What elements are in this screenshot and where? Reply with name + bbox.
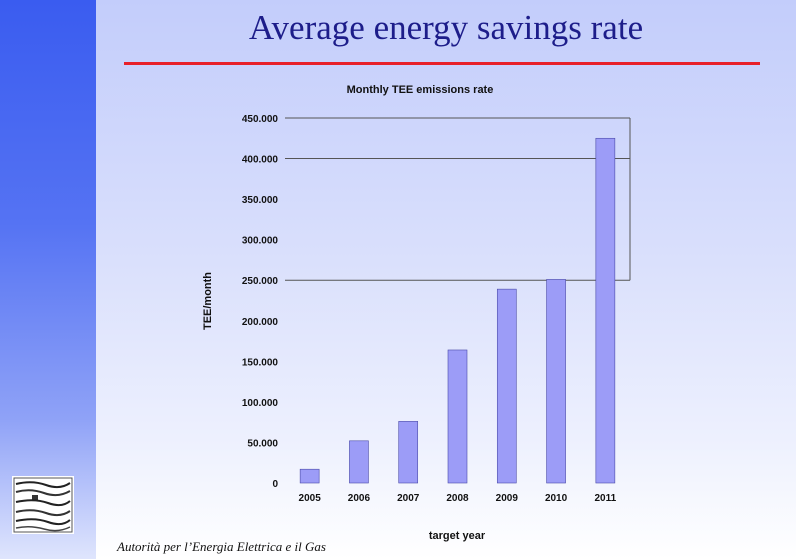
y-tick-label: 300.000	[242, 236, 279, 247]
x-tick-label: 2009	[496, 493, 519, 504]
y-tick-label: 50.000	[247, 438, 278, 449]
title-underline	[124, 62, 760, 65]
y-tick-label: 250.000	[242, 276, 279, 287]
y-axis-label: TEE/month	[202, 272, 214, 330]
y-tick-label: 400.000	[242, 155, 279, 166]
x-tick-label: 2005	[299, 493, 322, 504]
bar-2006	[349, 440, 369, 484]
y-tick-label: 200.000	[242, 317, 279, 328]
x-tick-label: 2010	[545, 493, 568, 504]
y-tick-label: 0	[272, 479, 278, 490]
x-tick-label: 2011	[595, 493, 617, 504]
bar-2011	[595, 137, 616, 484]
bar-2008	[447, 349, 468, 484]
left-sidebar-band	[0, 0, 96, 559]
bar-2005	[299, 468, 320, 484]
slide-title: Average energy savings rate	[248, 8, 644, 47]
x-tick-label: 2006	[348, 493, 371, 504]
x-tick-labels: 2005 2006 2007 2008 2009 2010 2011	[299, 493, 617, 504]
bar-2007	[398, 421, 419, 484]
bar-2009	[496, 288, 517, 484]
x-axis-label: target year	[429, 530, 486, 542]
y-tick-label: 350.000	[242, 195, 279, 206]
y-tick-label: 100.000	[242, 398, 279, 409]
x-tick-label: 2008	[446, 493, 469, 504]
y-tick-labels: 0 50.000 100.000 150.000 200.000 250.000 300.0…	[242, 114, 279, 490]
chart-title: Monthly TEE emissions rate	[347, 84, 494, 96]
y-tick-label: 150.000	[242, 357, 279, 368]
x-tick-label: 2007	[397, 493, 420, 504]
bars	[299, 137, 616, 484]
bar-2010	[546, 279, 566, 484]
footer-text: Autorità per l’Energia Elettrica e il Ga…	[117, 539, 326, 554]
y-tick-label: 450.000	[242, 114, 279, 125]
authority-logo-icon	[12, 476, 74, 534]
gridlines	[285, 117, 631, 281]
